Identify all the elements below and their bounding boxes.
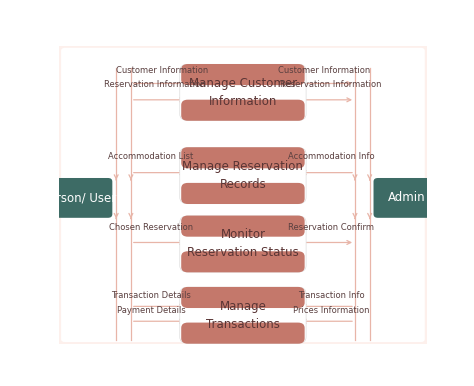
Text: Transaction Info: Transaction Info bbox=[298, 291, 365, 300]
Text: Monitor
Reservation Status: Monitor Reservation Status bbox=[187, 229, 299, 259]
Text: Customer Information: Customer Information bbox=[278, 66, 370, 74]
Text: Chosen Reservation: Chosen Reservation bbox=[109, 223, 193, 232]
FancyBboxPatch shape bbox=[181, 251, 305, 273]
Text: Admin: Admin bbox=[388, 191, 425, 205]
FancyBboxPatch shape bbox=[181, 147, 305, 168]
Text: Manage Customer
Information: Manage Customer Information bbox=[189, 77, 297, 108]
Text: Reservation Information: Reservation Information bbox=[104, 80, 206, 90]
Text: Transaction Details: Transaction Details bbox=[111, 291, 191, 300]
Text: Accommodation List: Accommodation List bbox=[109, 152, 194, 161]
Text: Reservation Confirm: Reservation Confirm bbox=[288, 223, 374, 232]
FancyBboxPatch shape bbox=[181, 216, 305, 237]
FancyBboxPatch shape bbox=[181, 287, 305, 308]
FancyBboxPatch shape bbox=[180, 216, 306, 272]
FancyBboxPatch shape bbox=[180, 147, 306, 204]
Text: Customer Information: Customer Information bbox=[116, 66, 208, 74]
Text: Manage
Transactions: Manage Transactions bbox=[206, 300, 280, 331]
FancyBboxPatch shape bbox=[181, 183, 305, 204]
FancyBboxPatch shape bbox=[181, 64, 305, 85]
Text: Prices Information: Prices Information bbox=[293, 306, 369, 315]
Text: Manage Reservation
Records: Manage Reservation Records bbox=[182, 160, 303, 191]
FancyBboxPatch shape bbox=[61, 48, 425, 342]
FancyBboxPatch shape bbox=[181, 100, 305, 121]
FancyBboxPatch shape bbox=[374, 178, 439, 218]
FancyBboxPatch shape bbox=[181, 323, 305, 344]
FancyBboxPatch shape bbox=[180, 287, 306, 344]
Text: Person/ User: Person/ User bbox=[42, 191, 117, 205]
FancyBboxPatch shape bbox=[54, 42, 432, 348]
FancyBboxPatch shape bbox=[180, 64, 306, 120]
FancyBboxPatch shape bbox=[46, 178, 112, 218]
Text: Accommodation Info: Accommodation Info bbox=[288, 152, 374, 161]
Text: Payment Details: Payment Details bbox=[117, 306, 185, 315]
Text: Reservation Information: Reservation Information bbox=[280, 80, 382, 90]
